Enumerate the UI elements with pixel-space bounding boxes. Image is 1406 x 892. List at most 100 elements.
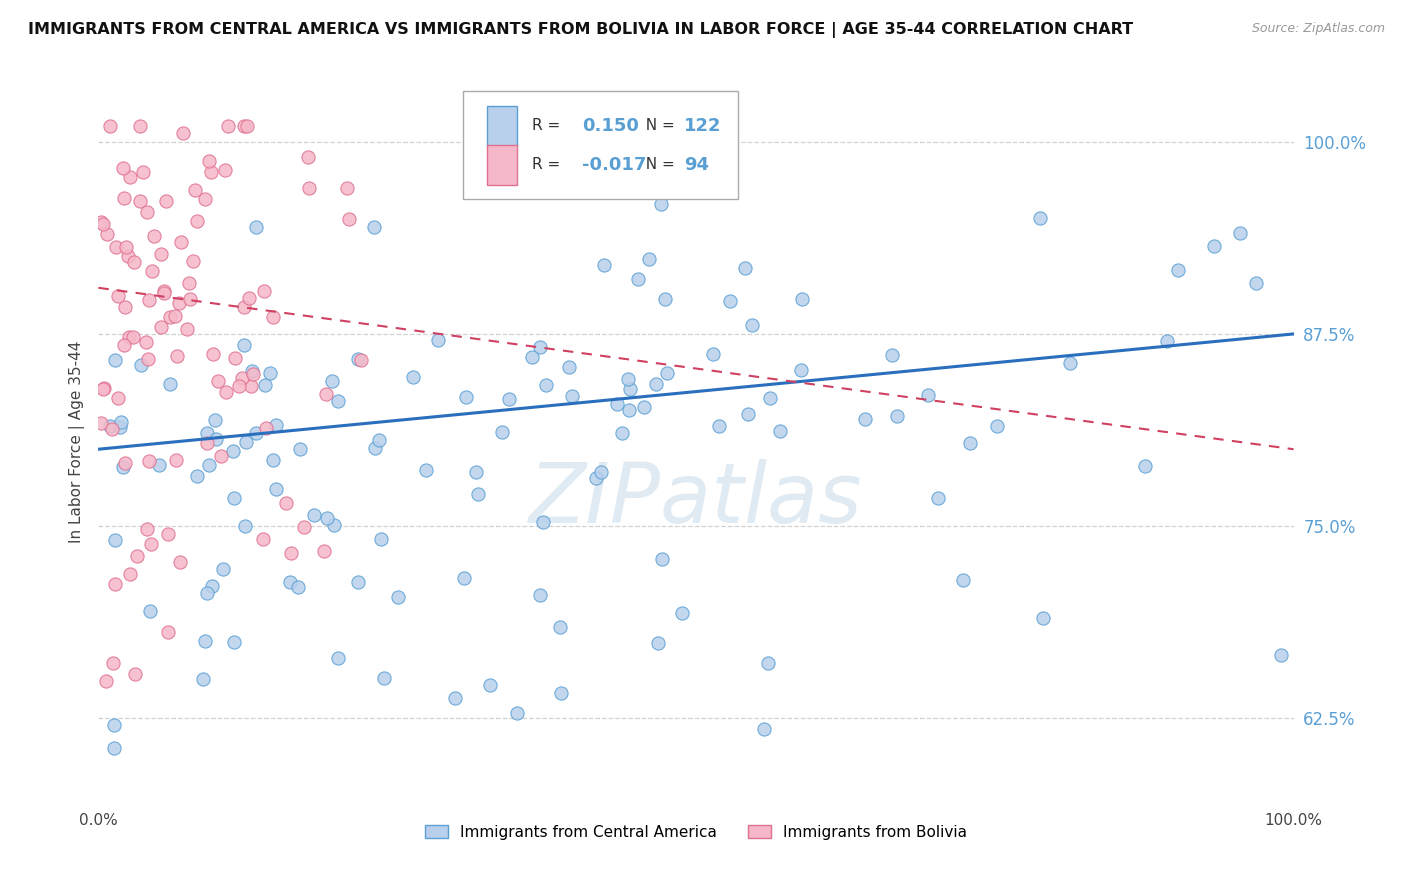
Point: [316, 511, 339, 525]
Point: [1167, 262, 1189, 277]
Text: R =: R =: [533, 157, 565, 172]
Point: [104, 353, 127, 368]
Point: [1156, 334, 1178, 349]
Point: [363, 219, 385, 234]
Point: [959, 436, 981, 450]
Point: [114, 300, 136, 314]
Point: [100, 422, 122, 436]
Point: [737, 408, 759, 422]
Point: [1032, 610, 1054, 624]
Point: [136, 522, 159, 536]
Point: [204, 413, 226, 427]
Point: [169, 555, 191, 569]
Point: [617, 403, 640, 417]
Text: N =: N =: [637, 157, 681, 172]
Point: [254, 421, 277, 435]
Point: [150, 246, 173, 260]
Point: [290, 442, 312, 456]
Bar: [486, 106, 517, 145]
Point: [107, 391, 129, 405]
Point: [240, 364, 263, 378]
Point: [266, 418, 288, 433]
Point: [224, 351, 246, 365]
Point: [104, 577, 127, 591]
Point: [90, 416, 112, 430]
Point: [214, 163, 236, 178]
Point: [184, 183, 207, 197]
Point: [231, 371, 253, 385]
Point: [644, 377, 666, 392]
Point: [1229, 227, 1251, 241]
Point: [1270, 648, 1292, 663]
Point: [627, 272, 650, 286]
Point: [952, 573, 974, 587]
Point: [263, 453, 285, 467]
Point: [170, 235, 193, 249]
Point: [364, 441, 387, 455]
Point: [165, 453, 187, 467]
Point: [118, 330, 141, 344]
Point: [112, 338, 135, 352]
Point: [152, 284, 174, 298]
Point: [118, 169, 141, 184]
Point: [534, 378, 557, 392]
Point: [177, 276, 200, 290]
Point: [529, 588, 551, 602]
Point: [96, 674, 118, 689]
Point: [148, 458, 170, 472]
Point: [561, 389, 583, 403]
Text: R =: R =: [533, 119, 565, 133]
Point: [194, 634, 217, 648]
Point: [927, 491, 949, 505]
Point: [201, 578, 224, 592]
Text: 122: 122: [685, 117, 721, 135]
Point: [654, 292, 676, 306]
Point: [520, 350, 543, 364]
Point: [104, 240, 127, 254]
Point: [350, 352, 373, 367]
Point: [274, 495, 297, 509]
Point: [215, 384, 238, 399]
Point: [454, 390, 477, 404]
Point: [186, 213, 208, 227]
Point: [370, 532, 392, 546]
Point: [702, 347, 724, 361]
Point: [464, 465, 486, 479]
Point: [315, 386, 337, 401]
Point: [337, 212, 360, 227]
Point: [108, 420, 131, 434]
Point: [141, 537, 163, 551]
Point: [1202, 238, 1225, 252]
Point: [853, 412, 876, 426]
Point: [769, 424, 792, 438]
Point: [610, 425, 633, 440]
Point: [200, 165, 222, 179]
Point: [427, 333, 450, 347]
Point: [336, 180, 359, 194]
Point: [205, 432, 228, 446]
Point: [264, 482, 287, 496]
Point: [886, 409, 908, 423]
Text: 94: 94: [685, 156, 709, 174]
Point: [790, 363, 813, 377]
Point: [650, 197, 672, 211]
Point: [1029, 211, 1052, 226]
Point: [115, 240, 138, 254]
Point: [129, 359, 152, 373]
Point: [107, 289, 129, 303]
Point: [709, 418, 731, 433]
Point: [616, 372, 638, 386]
Point: [671, 606, 693, 620]
Point: [498, 392, 520, 406]
Point: [118, 566, 141, 581]
Point: [321, 374, 343, 388]
Point: [619, 382, 641, 396]
Point: [754, 722, 776, 736]
Point: [191, 673, 214, 687]
Point: [346, 351, 368, 366]
Point: [166, 349, 188, 363]
Point: [222, 444, 245, 458]
Point: [212, 562, 235, 576]
Point: [233, 518, 256, 533]
Point: [387, 591, 409, 605]
